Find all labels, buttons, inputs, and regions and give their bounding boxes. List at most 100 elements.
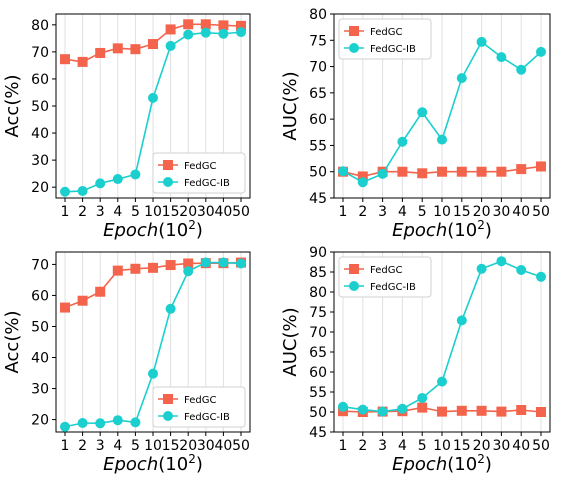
data-point-circle (397, 403, 408, 414)
data-point-circle (437, 134, 447, 145)
plot-frame (55, 251, 251, 433)
data-point-circle (456, 315, 467, 326)
x-axis-label-close: ) (196, 220, 203, 241)
data-point-circle (357, 404, 368, 415)
y-tick-label: 50 (309, 165, 327, 181)
data-point-circle (165, 40, 176, 51)
x-tick-label: 10 (144, 204, 162, 220)
x-axis-label-close: ) (485, 220, 492, 241)
x-tick-label: 20 (179, 438, 197, 454)
legend-item-fedgc-ib: FedGC-IB (158, 177, 230, 189)
x-tick-label: 2 (78, 204, 87, 220)
x-tick-label: 5 (418, 204, 427, 220)
legend-label: FedGC (370, 265, 402, 276)
x-axis-label-close: ) (485, 454, 492, 475)
y-tick-label: 55 (309, 138, 327, 154)
x-axis-label-exponent: 2 (477, 218, 485, 232)
x-tick-label: 30 (197, 204, 215, 220)
data-point-circle (476, 263, 487, 274)
data-point-circle (200, 257, 211, 268)
x-tick-label: 20 (179, 204, 197, 220)
data-point-circle (130, 417, 141, 428)
data-point-square (357, 171, 368, 182)
x-tick-label: 4 (113, 438, 122, 454)
y-tick-label: 75 (309, 33, 327, 49)
x-tick-label: 2 (358, 438, 367, 454)
x-axis-label-word: Epoch (392, 220, 447, 241)
data-point-circle (377, 406, 388, 417)
x-tick-label: 20 (473, 438, 491, 454)
y-tick-label: 65 (309, 345, 327, 361)
chart-1: 1 2 3 4 5 10 15 20 30 40 5020304050607080Acc(%)Epo… (2, 13, 251, 241)
data-point-circle (236, 258, 246, 269)
data-point-circle (200, 27, 211, 38)
x-tick-label: 20 (473, 204, 491, 220)
y-axis-label: AUC(%) (280, 307, 301, 376)
x-tick-label: 50 (532, 204, 550, 220)
x-axis-label: Epoch(102) (103, 218, 203, 241)
data-point-square (476, 166, 487, 177)
data-point-circle (148, 92, 158, 103)
legend-box (152, 386, 246, 428)
y-axis-label: AUC(%) (280, 71, 301, 140)
plot-frame (55, 13, 251, 199)
x-axis-label-unit: (10 (447, 454, 477, 475)
x-tick-label: 2 (358, 204, 367, 220)
data-point-square (95, 47, 106, 58)
data-point-circle (496, 52, 507, 63)
x-axis-label: Epoch(102) (392, 218, 492, 241)
data-point-circle (165, 303, 176, 314)
data-point-circle (236, 27, 246, 38)
x-axis-label-word: Epoch (103, 454, 158, 475)
data-point-square (397, 166, 408, 177)
x-tick-label: 3 (96, 438, 105, 454)
y-tick-label: 75 (309, 305, 327, 321)
data-point-square (496, 166, 507, 177)
y-tick-label: 40 (31, 126, 49, 142)
y-tick-label: 60 (31, 288, 49, 304)
data-point-circle (77, 418, 88, 428)
data-point-circle (496, 256, 507, 267)
data-point-square (437, 166, 447, 177)
y-tick-label: 20 (31, 413, 49, 429)
data-point-square (95, 286, 106, 297)
legend-swatch-marker (349, 264, 359, 274)
legend-box (338, 18, 432, 60)
x-axis-label-unit: (10 (158, 220, 188, 241)
y-tick-label: 80 (31, 18, 49, 34)
data-point-circle (417, 107, 428, 118)
data-point-square (60, 54, 70, 65)
data-point-circle (130, 169, 141, 180)
x-tick-label: 4 (398, 438, 407, 454)
data-point-circle (516, 265, 527, 275)
legend-label: FedGC (370, 27, 402, 38)
legend-item-fedgc-ib: FedGC-IB (158, 411, 230, 423)
legend-item-fedgc: FedGC (344, 26, 402, 38)
x-tick-label: 1 (61, 438, 70, 454)
x-tick-label: 3 (96, 204, 105, 220)
data-point-square (476, 405, 487, 416)
legend-swatch-marker (163, 394, 173, 404)
x-tick-label: 15 (162, 204, 180, 220)
data-point-square (536, 161, 546, 172)
data-point-square (77, 56, 88, 67)
x-tick-label: 50 (232, 438, 250, 454)
data-point-square (148, 39, 158, 50)
y-tick-label: 70 (31, 45, 49, 61)
x-tick-label: 3 (378, 204, 387, 220)
y-tick-label: 55 (309, 385, 327, 401)
y-axis-label: Acc(%) (2, 311, 23, 374)
y-tick-label: 90 (309, 245, 327, 261)
y-tick-label: 85 (309, 265, 327, 281)
x-tick-label: 30 (492, 204, 510, 220)
data-point-circle (77, 185, 88, 196)
x-tick-label: 5 (131, 438, 140, 454)
x-axis-label-close: ) (196, 454, 203, 475)
data-point-circle (148, 368, 158, 379)
x-tick-label: 40 (512, 204, 530, 220)
y-tick-label: 70 (309, 325, 327, 341)
x-axis-label-word: Epoch (392, 454, 447, 475)
data-point-circle (437, 376, 447, 387)
x-tick-label: 50 (532, 438, 550, 454)
